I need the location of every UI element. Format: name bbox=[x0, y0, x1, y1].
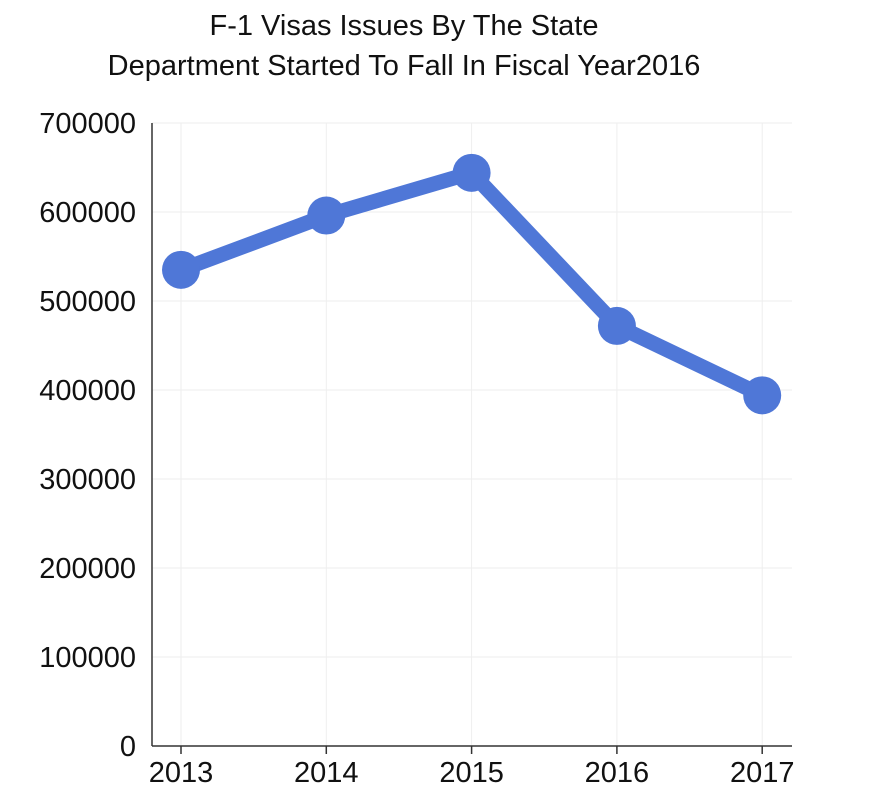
data-point bbox=[307, 196, 346, 235]
y-tick-label: 700000 bbox=[39, 108, 136, 140]
y-tick-label: 200000 bbox=[39, 553, 136, 585]
x-tick-label: 2017 bbox=[730, 757, 795, 789]
x-tick-label: 2014 bbox=[294, 757, 359, 789]
y-tick-label: 300000 bbox=[39, 464, 136, 496]
data-point bbox=[743, 376, 782, 415]
y-tick-label: 400000 bbox=[39, 375, 136, 407]
data-point bbox=[452, 153, 491, 192]
chart-title-line-1: F-1 Visas Issues By The State bbox=[210, 10, 599, 42]
y-axis-ticks: 0 100000 200000 300000 400000 500000 600000 700… bbox=[39, 108, 136, 763]
x-tick-label: 2016 bbox=[585, 757, 650, 789]
x-tick-label: 2015 bbox=[439, 757, 504, 789]
y-tick-label: 600000 bbox=[39, 197, 136, 229]
x-tick-label: 2013 bbox=[149, 757, 214, 789]
gridlines bbox=[152, 122, 792, 746]
y-tick-label: 100000 bbox=[39, 642, 136, 674]
data-point bbox=[597, 306, 636, 345]
y-tick-label: 0 bbox=[120, 731, 136, 763]
chart-title-line-2: Department Started To Fall In Fiscal Yea… bbox=[108, 50, 701, 82]
chart-title: F-1 Visas Issues By The State Department… bbox=[108, 10, 701, 82]
data-point bbox=[162, 250, 200, 289]
series-layer bbox=[162, 153, 782, 415]
y-tick-label: 500000 bbox=[39, 286, 136, 318]
x-axis-ticks: 2013 2014 2015 2016 2017 bbox=[149, 746, 795, 789]
